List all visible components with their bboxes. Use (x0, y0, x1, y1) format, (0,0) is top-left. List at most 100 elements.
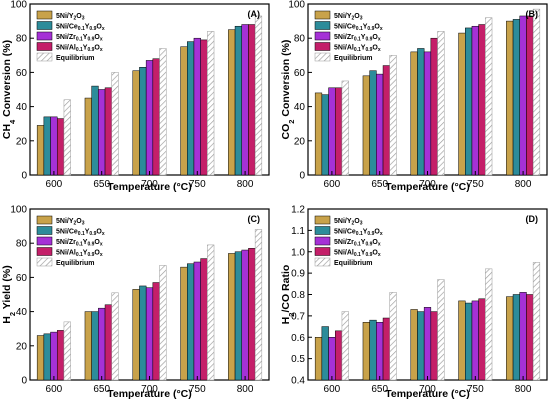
legend-swatch (36, 31, 53, 41)
bar-5ni-y2o3-800 (228, 29, 236, 176)
bar-5ni-zr0-1y0-9ox-800 (519, 292, 527, 381)
y-tick-label: 0 (21, 171, 27, 182)
y-tick-label: 60 (294, 68, 306, 79)
legend-label: 5Ni/Y2​O3​ (334, 13, 363, 22)
bar-equilibrium-700 (159, 48, 167, 176)
x-tick-label: 650 (371, 179, 388, 190)
bar-5ni-zr0-1y0-9ox-650 (98, 307, 106, 381)
bar-5ni-al0-1y0-9ox-600 (334, 87, 343, 176)
legend-label: 5Ni/Y2​O3​ (56, 13, 85, 22)
legend-label: 5Ni/Ce0.1​Y0.9​Ox​ (56, 229, 105, 238)
legend: 5Ni/Y2​O3​ 5Ni/Ce0.1​Y0.9​Ox​5Ni/Zr0.1​Y0… (314, 10, 383, 62)
y-tick-label: 60 (16, 273, 28, 284)
legend-swatch (36, 215, 53, 225)
legend-label: Equilibrium (334, 260, 373, 267)
legend-label: 5Ni/Ce0.1​Y0.9​Ox​ (56, 24, 105, 33)
bar-5ni-ce0-1y0-9ox-800 (512, 294, 521, 381)
legend-label: 5Ni/Zr0.1​Y0.9​Ox​ (334, 239, 381, 248)
legend-swatch (36, 236, 53, 246)
legend: 5Ni/Y2​O3​ 5Ni/Ce0.1​Y0.9​Ox​5Ni/Zr0.1​Y0… (36, 10, 105, 62)
bar-equilibrium-650 (111, 292, 119, 381)
x-axis-title: Temperature (°C) (107, 181, 192, 193)
y-tick-label: 20 (294, 136, 306, 147)
x-tick-label: 800 (515, 179, 532, 190)
bar-5ni-ce0-1y0-9ox-600 (321, 94, 329, 176)
bar-equilibrium-750 (485, 17, 493, 176)
y-tick-label: 100 (10, 0, 27, 11)
bar-5ni-zr0-1y0-9ox-700 (423, 307, 432, 381)
y-tick-label: 0.8 (291, 290, 305, 301)
bar-5ni-ce0-1y0-9ox-700 (417, 48, 425, 176)
bar-5ni-zr0-1y0-9ox-700 (145, 60, 154, 176)
bar-5ni-al0-1y0-9ox-800 (248, 24, 256, 176)
x-tick-label: 800 (237, 179, 254, 190)
legend-swatch (36, 226, 53, 235)
legend-swatch (314, 42, 331, 51)
bar-5ni-al0-1y0-9ox-750 (478, 24, 486, 176)
x-tick-label: 800 (237, 384, 254, 395)
bar-equilibrium-600 (341, 80, 349, 176)
bar-5ni-ce0-1y0-9ox-600 (43, 116, 51, 176)
x-axis-title: Temperature (°C) (107, 388, 192, 400)
panel-label: (D) (526, 214, 539, 224)
x-axis-title: Temperature (°C) (385, 388, 470, 400)
bar-5ni-zr0-1y0-9ox-750 (193, 37, 201, 176)
x-tick-label: 750 (189, 384, 206, 395)
x-tick-label: 700 (419, 384, 436, 395)
bar-5ni-y2o3-750 (180, 266, 188, 381)
bar-5ni-y2o3-700 (410, 51, 418, 176)
y-tick-label: 0 (21, 376, 27, 387)
bar-5ni-al0-1y0-9ox-750 (200, 258, 208, 381)
bar-equilibrium-800 (254, 15, 263, 176)
bar-5ni-al0-1y0-9ox-700 (152, 282, 160, 381)
x-tick-label: 600 (46, 179, 63, 190)
bar-5ni-y2o3-650 (362, 322, 370, 381)
chart-panel-c: 0 20 40 60 80 100 600 650 700 750 800 Temperature (… (1, 205, 270, 400)
legend-swatch (36, 52, 53, 62)
bar-5ni-ce0-1y0-9ox-650 (369, 319, 377, 381)
bar-5ni-al0-1y0-9ox-650 (382, 317, 390, 381)
chart-panel-d: 0.4 0.5 0.6 0.7 0.8 0.9 1.0 1.1 1.2 600 650 700 750 8… (280, 205, 548, 400)
bar-equilibrium-600 (341, 311, 349, 381)
bar-5ni-zr0-1y0-9ox-700 (145, 287, 154, 381)
x-tick-label: 750 (467, 179, 484, 190)
x-tick-label: 600 (324, 179, 341, 190)
legend-swatch (314, 10, 331, 20)
legend-label: 5Ni/Ce0.1​Y0.9​Ox​ (334, 24, 383, 33)
bar-5ni-zr0-1y0-9ox-650 (376, 73, 384, 176)
y-tick-label: 80 (16, 239, 28, 250)
panel-label: (C) (248, 214, 261, 224)
bar-5ni-y2o3-650 (84, 311, 92, 381)
legend-label: 5Ni/Ce0.1​Y0.9​Ox​ (334, 229, 383, 238)
bar-equilibrium-600 (63, 99, 71, 176)
bar-5ni-y2o3-750 (458, 300, 466, 381)
bar-5ni-y2o3-700 (410, 309, 418, 381)
legend-swatch (36, 21, 53, 30)
legend-label: 5Ni/Zr0.1​Y0.9​Ox​ (56, 34, 103, 43)
y-tick-label: 0.6 (291, 333, 305, 344)
y-tick-label: 0.4 (291, 376, 305, 387)
bar-5ni-ce0-1y0-9ox-650 (91, 311, 99, 381)
legend-label: 5Ni/Y2​O3​ (334, 218, 363, 227)
y-tick-label: 100 (10, 205, 27, 216)
legend: 5Ni/Y2​O3​ 5Ni/Ce0.1​Y0.9​Ox​5Ni/Zr0.1​Y0… (314, 215, 383, 267)
bar-equilibrium-750 (485, 268, 493, 381)
bar-5ni-ce0-1y0-9ox-650 (91, 85, 99, 176)
y-tick-label: 100 (288, 0, 305, 11)
legend-swatch (314, 226, 331, 235)
bar-equilibrium-700 (437, 279, 445, 381)
legend-swatch (314, 31, 331, 41)
x-tick-label: 650 (93, 384, 110, 395)
y-axis-title: CH4 Conversion (%) (1, 40, 17, 139)
bar-equilibrium-800 (532, 8, 541, 176)
y-tick-label: 80 (294, 34, 306, 45)
chart-panel-b: 0 20 40 60 80 100 600 650 700 750 800 Temperature (… (280, 0, 548, 193)
chart-panel-a: 0 20 40 60 80 100 600 650 700 750 800 Temperature (… (1, 0, 270, 193)
bar-5ni-ce0-1y0-9ox-700 (417, 311, 425, 381)
bar-5ni-al0-1y0-9ox-800 (526, 294, 534, 381)
bar-equilibrium-650 (389, 55, 397, 176)
y-axis-title: H2 Yield (%) (1, 265, 17, 323)
y-tick-label: 40 (16, 102, 28, 113)
bar-5ni-zr0-1y0-9ox-750 (471, 25, 479, 176)
